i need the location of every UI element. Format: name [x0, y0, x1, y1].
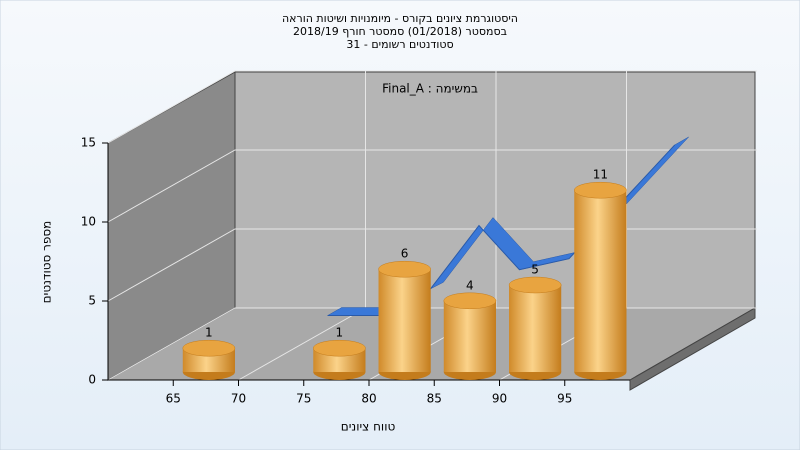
- grid-line: [107, 70, 757, 144]
- chart-title: היסטוגרמת ציונים בקורס - מיומנויות ושיטו…: [282, 12, 518, 25]
- data-label: 6: [401, 247, 409, 261]
- x-tick-label: 70: [231, 392, 246, 406]
- y-tick-label: 5: [88, 294, 96, 308]
- bar: [443, 300, 496, 372]
- bar-top: [182, 339, 236, 357]
- x-tick-label: 95: [557, 392, 572, 406]
- bar-group: [182, 339, 236, 380]
- y-tick-label: 0: [88, 373, 96, 387]
- grid-line: [107, 149, 757, 223]
- bar-group: [443, 292, 497, 380]
- bar-top: [378, 260, 431, 278]
- chart-title: בסמסטר (01/2018) סמסטר חורף 2018/19: [293, 25, 507, 38]
- bar-group: [378, 260, 431, 380]
- x-tick-label: 65: [166, 392, 181, 406]
- chart-title: סטודנטים רשומים - 31: [346, 38, 453, 51]
- x-tick-label: 85: [427, 392, 442, 406]
- data-label: 5: [531, 263, 539, 277]
- x-tick-label: 80: [361, 392, 376, 406]
- y-axis-label: מספר סטודנטים: [40, 221, 54, 304]
- data-label: 1: [205, 326, 213, 340]
- bar-group: [574, 181, 627, 380]
- back-wall: [234, 71, 756, 309]
- x-tick-label: 90: [492, 392, 507, 406]
- floor-edge: [629, 307, 756, 391]
- bar-group: [313, 339, 366, 380]
- y-tick-label: 10: [81, 215, 96, 229]
- bar-top: [313, 339, 366, 357]
- y-tick-label: 15: [81, 136, 96, 150]
- bar-top: [508, 276, 562, 294]
- x-tick-label: 75: [296, 392, 311, 406]
- data-label: 4: [466, 278, 474, 292]
- data-label: 1: [336, 326, 344, 340]
- bar-top: [443, 292, 497, 310]
- bar: [509, 285, 562, 372]
- bar-group: [508, 276, 562, 380]
- bar: [378, 269, 431, 372]
- subtitle: במשימה : Final_A: [382, 82, 478, 96]
- bar-top: [574, 181, 627, 199]
- data-label: 11: [593, 168, 608, 182]
- x-axis-label: טווח ציונים: [341, 420, 396, 434]
- bar: [574, 190, 627, 372]
